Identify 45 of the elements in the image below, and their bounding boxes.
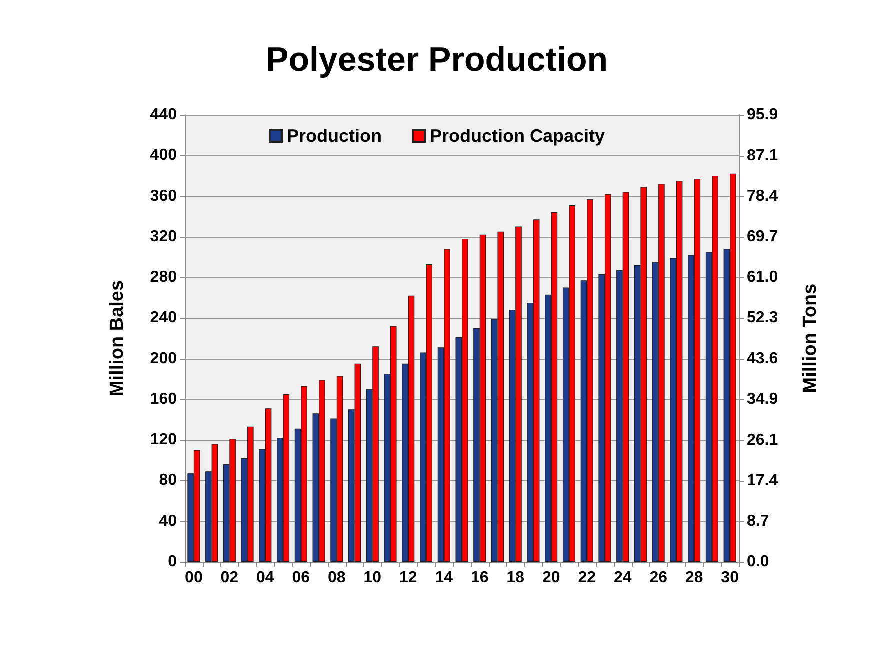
x-tick-label: 16 <box>470 570 489 586</box>
y-tick-label: 360 <box>150 188 178 205</box>
x-tick-label: 24 <box>614 570 632 586</box>
x-tick-label: 28 <box>685 570 704 586</box>
x-tick-label: 30 <box>721 570 740 586</box>
legend-label: Production <box>286 126 382 146</box>
y2-tick-label: 0.0 <box>747 554 770 570</box>
y-tick-label: 40 <box>159 512 178 530</box>
y2-tick-label: 78.4 <box>747 188 778 206</box>
y-tick-label: 320 <box>150 228 178 246</box>
y2-tick-label: 69.7 <box>747 228 778 246</box>
legend-label: Production Capacity <box>430 126 606 146</box>
x-tick-label: 04 <box>256 570 274 586</box>
y2-tick-label: 43.6 <box>747 350 778 368</box>
x-tick-label: 02 <box>220 570 239 586</box>
x-tick-label: 06 <box>292 570 310 586</box>
x-tick-label: 14 <box>435 570 454 586</box>
y2-tick-label: 17.4 <box>747 472 778 490</box>
x-tick-label: 22 <box>578 570 596 586</box>
y2-tick-label: 87.1 <box>747 148 778 165</box>
y-tick-label: 240 <box>150 310 178 327</box>
y-tick-label: 0 <box>168 554 178 570</box>
y2-tick-label: 8.7 <box>747 512 770 530</box>
y-axis-title: Million Bales <box>107 280 128 397</box>
x-tick-label: 08 <box>328 570 346 586</box>
y2-tick-label: 61.0 <box>747 269 778 286</box>
y2-axis-title: Million Tons <box>800 284 821 394</box>
y2-tick-label: 26.1 <box>747 432 778 449</box>
y-tick-label: 200 <box>150 350 178 368</box>
y-tick-label: 160 <box>150 390 178 408</box>
y-tick-label: 400 <box>150 147 178 164</box>
y-tick-label: 80 <box>159 472 178 490</box>
x-tick-label: 18 <box>506 570 525 586</box>
x-tick-label: 20 <box>542 570 560 586</box>
x-tick-label: 12 <box>399 570 418 586</box>
x-tick-label: 10 <box>364 570 382 586</box>
y-tick-label: 280 <box>150 269 178 286</box>
y2-tick-label: 95.9 <box>747 106 778 124</box>
x-tick-label: 26 <box>650 570 668 586</box>
chart-title: Polyester Production <box>266 41 608 79</box>
y2-tick-label: 52.3 <box>747 310 778 327</box>
x-tick-label: 00 <box>185 570 203 586</box>
y2-tick-label: 34.9 <box>747 390 778 408</box>
y-tick-label: 440 <box>150 106 178 124</box>
y-tick-label: 120 <box>150 432 178 449</box>
